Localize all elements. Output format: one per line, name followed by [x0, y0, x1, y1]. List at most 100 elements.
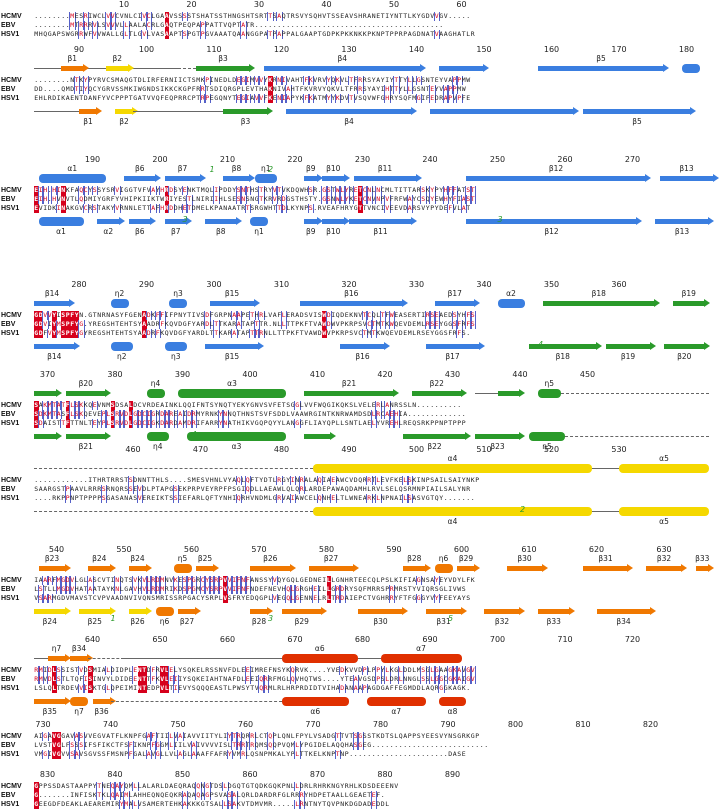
residue: G — [412, 85, 417, 93]
residue: G — [88, 311, 93, 319]
residue: V — [105, 12, 112, 21]
residue: M — [457, 85, 462, 93]
residue: V — [118, 419, 125, 428]
residue: G — [394, 666, 399, 674]
position-tick: 450 — [579, 370, 596, 379]
residue: V — [277, 585, 282, 593]
ss-label: α7 — [391, 707, 402, 716]
residue: T — [334, 750, 341, 759]
residue: L — [128, 791, 133, 799]
residue: V — [439, 732, 444, 740]
residue: R — [106, 85, 111, 93]
residue: D — [83, 666, 88, 674]
residue: . — [56, 21, 61, 29]
residue: L — [466, 30, 471, 38]
residue: P — [74, 494, 79, 502]
residue: A — [164, 30, 169, 39]
ss-label: β13 — [674, 227, 690, 236]
residue: E — [200, 204, 205, 212]
residue: P — [344, 329, 349, 337]
residue: W — [299, 186, 304, 194]
residue: T — [461, 186, 466, 194]
ss-label: η7 — [74, 707, 84, 716]
residue: R — [209, 419, 214, 427]
residue: I — [254, 675, 259, 683]
structure-track-bottom: β35 η7 β36 α6 α7 α8 — [34, 696, 710, 716]
residue: A — [277, 750, 282, 758]
residue: H — [268, 204, 273, 212]
residue: K — [349, 30, 354, 38]
residue: N — [349, 684, 354, 692]
residue: S — [200, 476, 205, 484]
residue: T — [232, 419, 237, 427]
position-tick: 490 — [341, 445, 357, 454]
residue: E — [178, 195, 183, 203]
residue: G — [321, 186, 328, 195]
sequence-label: HCMV — [1, 667, 22, 674]
residue: P — [430, 419, 435, 427]
ss-above-arrow — [250, 564, 295, 572]
residue: D — [299, 782, 304, 790]
residue: A — [240, 30, 247, 39]
residue: R — [385, 594, 390, 602]
residue: E — [119, 320, 124, 328]
residue: S — [55, 675, 62, 684]
residue: V — [187, 741, 192, 749]
residue: C — [358, 329, 363, 337]
residue: . — [466, 741, 471, 749]
residue: K — [268, 85, 273, 94]
residue: T — [124, 576, 129, 584]
residue: I — [380, 85, 385, 93]
residue: Y — [394, 594, 399, 602]
residue: V — [200, 485, 205, 493]
residue: A — [276, 12, 283, 21]
residue: S — [47, 782, 52, 790]
residue: . — [416, 21, 421, 29]
residue: A — [223, 30, 228, 38]
residue: V — [136, 485, 143, 494]
residue: A — [460, 204, 467, 213]
residue: S — [128, 329, 133, 337]
residue: P — [204, 94, 211, 103]
residue: A — [448, 485, 453, 493]
residue: I — [178, 494, 183, 502]
residue: D — [371, 675, 376, 683]
residue: Q — [286, 741, 291, 749]
residue: H — [38, 30, 43, 38]
residue: M — [65, 85, 70, 93]
residue: V — [263, 410, 268, 418]
residue: T — [70, 782, 75, 790]
residue: S — [290, 195, 295, 203]
residue: . — [358, 21, 363, 29]
ss-label: β29 — [458, 554, 474, 563]
residue: P — [375, 675, 382, 684]
residue: P — [173, 94, 178, 102]
residue: L — [335, 419, 340, 427]
residue: P — [65, 320, 70, 329]
residue: K — [78, 401, 85, 410]
residue: . — [466, 329, 471, 337]
residue: . — [448, 401, 453, 409]
residue: A — [425, 684, 430, 692]
residue: R — [34, 666, 40, 675]
ss-label: α1 — [56, 227, 66, 236]
residue: V — [268, 311, 273, 319]
structure-track-bottom: α4 α5 — [34, 506, 710, 526]
residue: G — [52, 485, 57, 493]
residue: F — [303, 94, 310, 103]
residue: M — [110, 750, 115, 758]
residue: D — [142, 485, 147, 493]
residue: M — [367, 585, 372, 593]
residue: A — [119, 494, 124, 502]
residue: A — [313, 94, 318, 102]
residue: S — [106, 320, 111, 328]
residue: A — [442, 85, 449, 94]
residue: L — [344, 791, 349, 799]
residue: G — [259, 204, 264, 212]
residue: N — [164, 576, 169, 584]
residue: . — [439, 410, 444, 418]
residue: Y — [343, 186, 350, 195]
residue: I — [209, 195, 214, 203]
position-ruler: 640 650 660 670 680 690 700 710 720 — [34, 635, 714, 645]
ss-below-arrow — [164, 217, 192, 225]
